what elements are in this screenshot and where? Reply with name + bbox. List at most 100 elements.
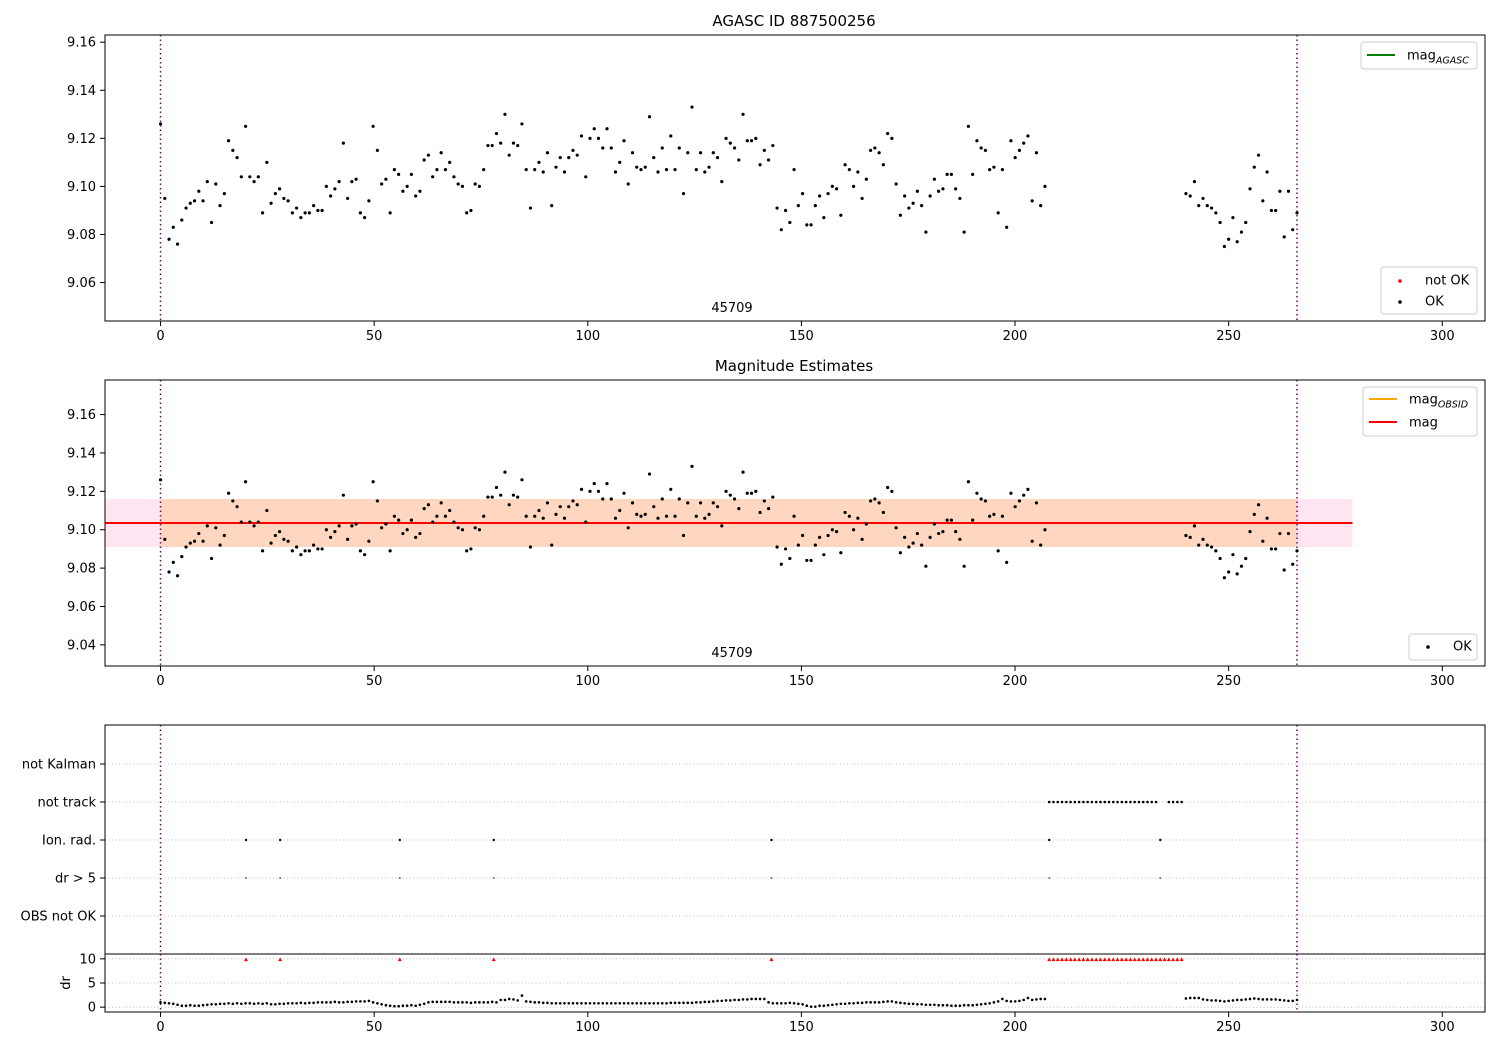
- legend-label: mag: [1409, 416, 1438, 431]
- data-point-ok: [843, 510, 847, 515]
- data-point-ok: [482, 514, 486, 518]
- data-point-ok: [886, 131, 890, 136]
- flag-label: OBS not OK: [21, 910, 97, 925]
- data-point-ok: [469, 547, 473, 551]
- data-point-ok: [715, 505, 720, 509]
- data-point-ok: [243, 124, 248, 128]
- dr-point: [665, 1002, 668, 1005]
- data-point-ok: [184, 545, 188, 549]
- dr-point: [682, 1001, 685, 1005]
- dr-point: [410, 1003, 413, 1007]
- dr-point: [558, 1002, 562, 1005]
- dr-point: [677, 1001, 681, 1005]
- data-point-ok: [1043, 184, 1047, 189]
- data-point-ok: [490, 143, 494, 148]
- dr-point: [750, 997, 753, 1001]
- dr-point: [1278, 998, 1282, 1002]
- dr-point: [873, 1001, 877, 1004]
- dr-point: [1005, 999, 1008, 1003]
- x-tick-label: 200: [1003, 1020, 1028, 1035]
- dr-point: [1261, 998, 1265, 1001]
- panel2-band: [105, 499, 1353, 547]
- data-point-ok: [635, 512, 639, 516]
- data-point-ok: [448, 160, 452, 164]
- panel2-frame: [104, 379, 1486, 667]
- dr-point: [618, 1002, 622, 1005]
- dr-point: [1248, 997, 1252, 1001]
- dr-point: [780, 1002, 783, 1005]
- data-point-ok: [639, 167, 643, 172]
- data-point-ok: [762, 148, 766, 152]
- data-point-ok: [490, 495, 494, 499]
- data-point-ok: [163, 537, 167, 541]
- dr-point: [176, 1003, 179, 1007]
- data-point-ok: [639, 514, 643, 518]
- data-point-ok: [792, 167, 796, 172]
- flag-not-track-point: [1086, 800, 1089, 804]
- data-point-ok: [737, 158, 741, 162]
- dr-point: [1026, 996, 1030, 1000]
- dr-point: [503, 998, 507, 1002]
- data-point-ok: [460, 528, 465, 532]
- data-point-ok: [541, 516, 545, 520]
- data-point-ok: [392, 514, 396, 518]
- flag-not-track-point: [1116, 800, 1119, 804]
- data-point-ok: [579, 134, 584, 138]
- data-point-ok: [231, 499, 235, 503]
- panel3-vlines: [159, 725, 1298, 954]
- x-tick-label: 250: [1216, 329, 1241, 344]
- dr-point: [482, 1001, 485, 1004]
- data-point-ok: [1000, 514, 1005, 518]
- data-point-ok: [766, 507, 771, 511]
- dr-point: [975, 1003, 979, 1007]
- dr-point: [856, 1001, 860, 1005]
- dr-point: [312, 1001, 315, 1005]
- dr-point: [1018, 999, 1021, 1003]
- data-point-ok: [1214, 549, 1218, 553]
- data-point-ok: [694, 167, 698, 172]
- x-tick-label: 0: [156, 674, 164, 689]
- data-point-ok: [452, 175, 456, 179]
- dr-point: [444, 1000, 447, 1004]
- flag-not-track-point: [1056, 800, 1060, 804]
- data-point-ok: [1005, 560, 1009, 564]
- data-point-ok: [175, 242, 180, 246]
- data-point-ok: [771, 143, 775, 148]
- dr-clipped-marker: [1107, 957, 1112, 962]
- data-point-ok: [813, 204, 817, 208]
- data-point-ok: [473, 182, 477, 186]
- data-point-ok: [1188, 535, 1192, 539]
- dr-point: [588, 1002, 592, 1005]
- dr-point: [452, 1001, 456, 1004]
- data-point-ok: [567, 505, 571, 509]
- data-point-ok: [860, 196, 864, 201]
- dr-point: [1197, 996, 1201, 1000]
- panel3-points: [244, 800, 1183, 879]
- data-point-ok: [779, 228, 783, 232]
- data-point-ok: [1022, 493, 1026, 497]
- dr-clipped-marker: [1089, 957, 1094, 962]
- data-point-ok: [983, 499, 988, 503]
- x-tick-label: 150: [789, 674, 814, 689]
- data-point-ok: [226, 139, 231, 143]
- data-point-ok: [354, 522, 358, 526]
- dr-clipped-marker: [1111, 957, 1116, 962]
- data-point-ok: [316, 208, 320, 213]
- data-point-ok: [401, 189, 405, 193]
- data-point-ok: [392, 167, 396, 172]
- dr-point: [597, 1002, 600, 1005]
- flag-dr-point: [279, 877, 282, 879]
- data-point-ok: [482, 167, 486, 172]
- x-tick-label: 200: [1003, 329, 1028, 344]
- data-point-ok: [660, 146, 664, 150]
- dr-point: [869, 1001, 872, 1004]
- data-point-ok: [333, 187, 337, 191]
- data-point-ok: [971, 518, 975, 522]
- data-point-ok: [652, 505, 656, 509]
- y-tick-label: 9.14: [67, 446, 96, 461]
- data-point-ok: [584, 520, 588, 524]
- dr-point: [1039, 997, 1042, 1001]
- data-point-ok: [852, 184, 856, 189]
- data-point-ok: [830, 184, 834, 189]
- data-point-ok: [175, 574, 180, 578]
